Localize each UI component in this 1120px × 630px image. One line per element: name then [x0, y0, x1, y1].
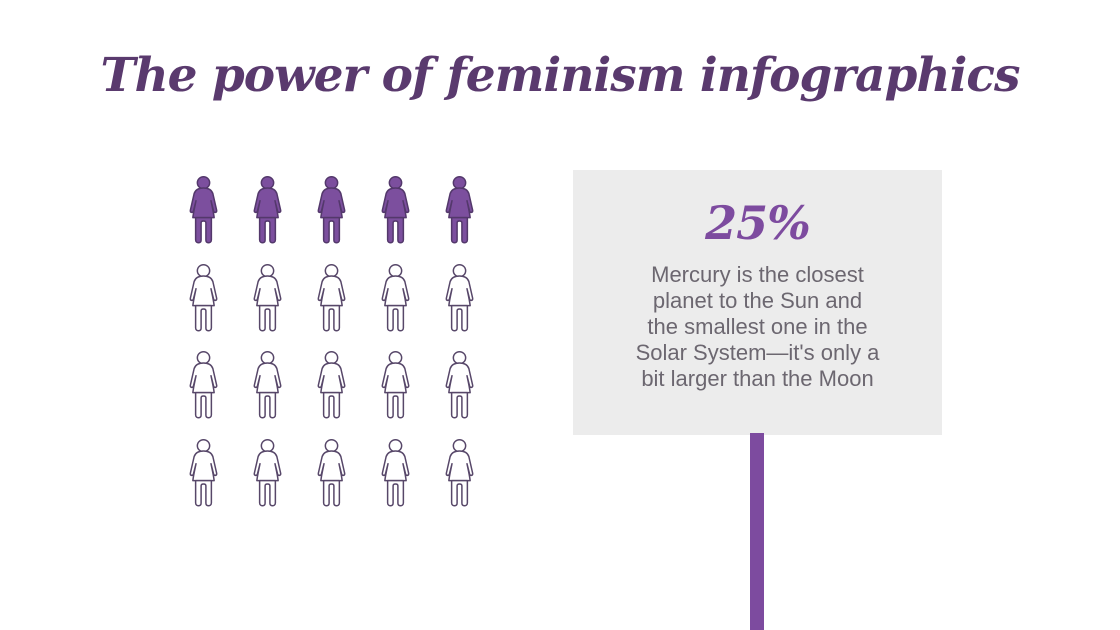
woman-icon: [181, 351, 226, 420]
woman-icon: [245, 176, 290, 245]
woman-icon: [437, 351, 482, 420]
sign-description: Mercury is the closest planet to the Sun …: [573, 262, 942, 392]
woman-icon: [373, 263, 418, 333]
woman-icon: [309, 176, 354, 245]
sign-pole: [750, 433, 764, 630]
woman-icon: [309, 263, 354, 333]
sign-board: 25% Mercury is the closest planet to the …: [573, 170, 942, 435]
woman-icon: [181, 438, 226, 508]
woman-icon: [245, 263, 290, 333]
woman-icon: [309, 438, 354, 508]
woman-icon: [181, 176, 226, 245]
woman-icon: [373, 351, 418, 420]
woman-icon: [373, 438, 418, 508]
woman-icon: [181, 263, 226, 333]
sign-description-line: bit larger than the Moon: [641, 366, 874, 391]
woman-icon: [437, 176, 482, 245]
sign-description-line: the smallest one in the: [647, 314, 868, 339]
sign-description-line: planet to the Sun and: [652, 288, 863, 313]
sign-description-line: Solar System—it's only a: [635, 340, 880, 365]
woman-icon: [245, 438, 290, 508]
sign-description-line: Mercury is the closest: [651, 262, 864, 287]
sign-percentage-value: 25%: [705, 196, 811, 250]
woman-icon: [373, 176, 418, 245]
woman-icon: [437, 263, 482, 333]
woman-icon: [437, 438, 482, 508]
woman-icon: [309, 351, 354, 420]
pictogram-chart: [181, 176, 482, 508]
woman-icon: [245, 351, 290, 420]
slide-title: The power of feminism infographics: [100, 48, 1021, 103]
